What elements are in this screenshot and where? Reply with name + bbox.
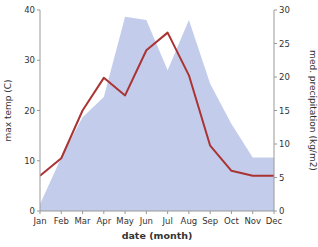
x-tick-label: Aug (181, 216, 198, 226)
y2-tick-label: 10 (279, 139, 290, 149)
y-tick-label: 20 (24, 106, 35, 116)
x-tick (125, 211, 126, 214)
y-axis-label: max temp (C) (3, 79, 13, 141)
x-tick (231, 211, 232, 214)
precipitation-area (40, 17, 274, 211)
x-tick-label: Dec (266, 216, 283, 226)
x-tick (167, 211, 168, 214)
y2-tick (274, 10, 277, 11)
plot-area (40, 17, 274, 211)
temperature-line (40, 33, 274, 176)
background (0, 0, 318, 247)
x-tick-label: Apr (96, 216, 111, 226)
x-axis-line (40, 211, 274, 212)
y2-tick (274, 77, 277, 78)
y-tick-label: 10 (24, 156, 35, 166)
x-tick (188, 211, 189, 214)
x-tick-label: Jan (32, 216, 46, 226)
y2-tick-label: 5 (279, 173, 284, 183)
y2-tick-label: 15 (279, 106, 290, 116)
y-tick (37, 10, 40, 11)
x-tick-label: May (116, 216, 134, 226)
x-tick-label: Nov (244, 216, 261, 226)
x-tick-label: Sep (202, 216, 218, 226)
x-tick-label: Jul (162, 216, 173, 226)
x-tick (61, 211, 62, 214)
chart: JanFebMarAprMayJunJulAugSepOctNovDec0102… (0, 0, 318, 247)
x-tick (210, 211, 211, 214)
x-tick (82, 211, 83, 214)
y-tick (37, 211, 40, 212)
y-tick-label: 40 (24, 5, 35, 15)
y2-tick (274, 177, 277, 178)
x-tick-label: Jun (139, 216, 153, 226)
y2-tick-label: 30 (279, 5, 290, 15)
y-tick-label: 0 (30, 206, 35, 216)
x-tick (146, 211, 147, 214)
x-tick (252, 211, 253, 214)
x-tick (103, 211, 104, 214)
y-tick-label: 30 (24, 55, 35, 65)
x-tick-label: Mar (75, 216, 92, 226)
y2-tick-label: 20 (279, 72, 290, 82)
x-tick-label: Oct (224, 216, 239, 226)
x-tick-label: Feb (54, 216, 69, 226)
y2-tick-label: 0 (279, 206, 284, 216)
y-tick (37, 60, 40, 61)
y-tick (37, 160, 40, 161)
y2-tick (274, 211, 277, 212)
y2-tick (274, 144, 277, 145)
y2-tick (274, 110, 277, 111)
x-axis-label: date (month) (122, 230, 193, 241)
y2-tick-label: 25 (279, 39, 290, 49)
y2-axis-label: med. precipitation (kg/m2) (308, 50, 318, 171)
y2-tick (274, 43, 277, 44)
y-tick (37, 110, 40, 111)
